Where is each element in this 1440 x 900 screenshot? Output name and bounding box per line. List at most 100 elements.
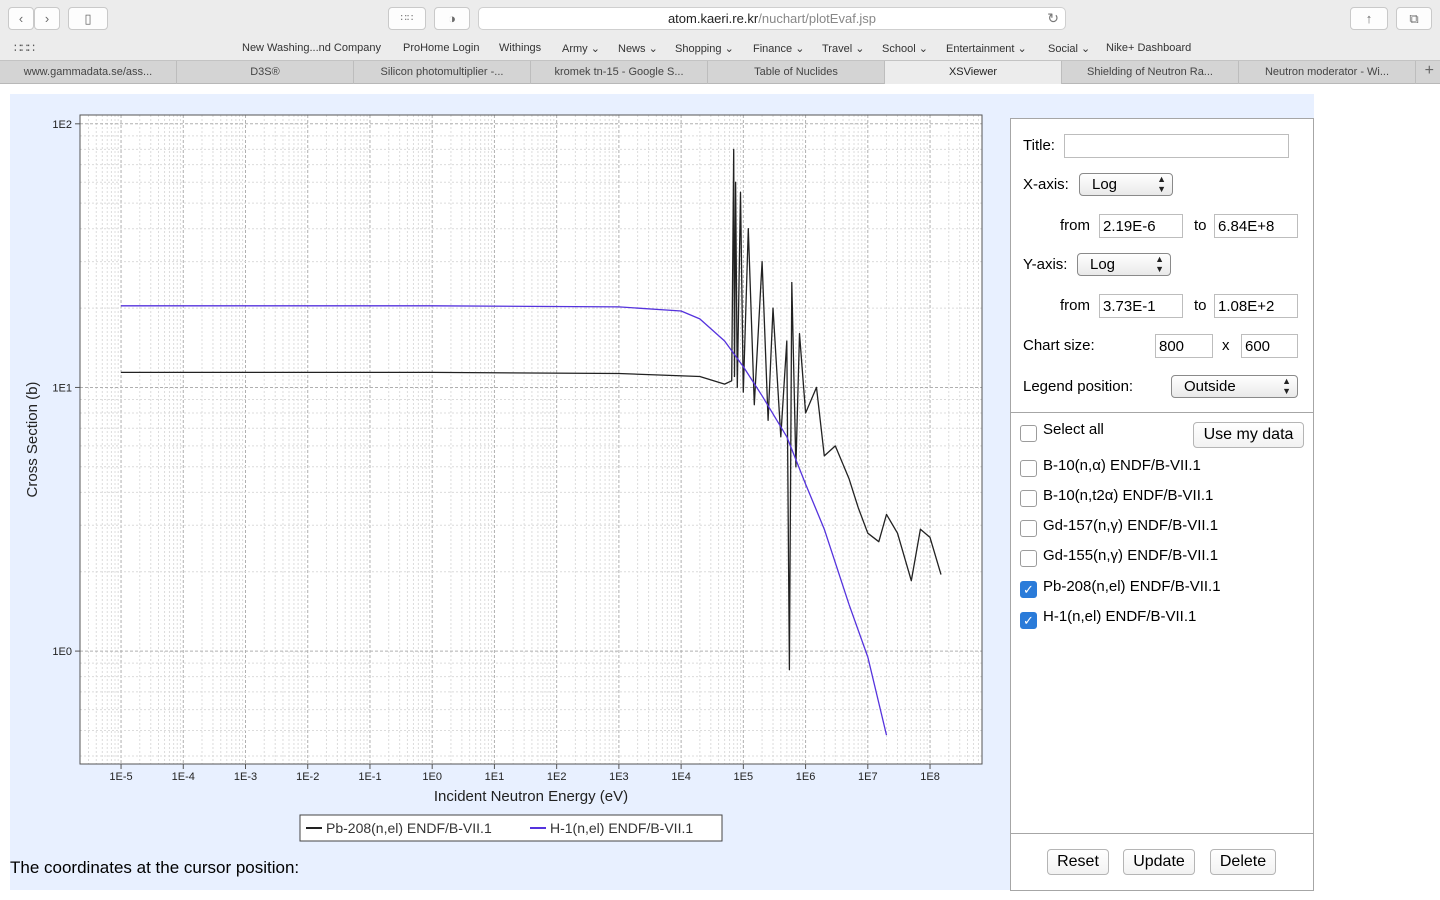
browser-toolbar: ‹ › ▯ ∷∷ ◑ atom.kaeri.re.kr/nuchart/plot… bbox=[0, 0, 1440, 38]
cursor-coordinates-label: The coordinates at the cursor position: bbox=[10, 858, 300, 877]
dataset-checkbox[interactable] bbox=[1020, 520, 1037, 537]
chevron-down-icon: ⌄ bbox=[724, 43, 734, 55]
cross-section-chart[interactable]: 1E-5 1E-4 1E-3 1E-2 1E-1 1E0 1E1 1E2 1E3 1E4 1E5 1E… bbox=[10, 94, 1010, 854]
title-label: Title: bbox=[1023, 137, 1055, 154]
use-my-data-button[interactable]: Use my data bbox=[1193, 422, 1304, 448]
x-from-input[interactable] bbox=[1099, 214, 1183, 238]
chevron-down-icon: ⌄ bbox=[1081, 43, 1091, 55]
browser-tab[interactable]: D3S® bbox=[177, 61, 354, 84]
x-tick-label: 1E2 bbox=[547, 771, 567, 783]
legend-box bbox=[299, 814, 723, 842]
chevron-down-icon: ⌄ bbox=[795, 43, 805, 55]
new-tab-icon[interactable]: + bbox=[1424, 62, 1434, 79]
dataset-label: B-10(n,α) ENDF/B-VII.1 bbox=[1043, 457, 1201, 474]
select-arrows-icon: ▲ ▼ bbox=[1155, 254, 1164, 274]
top-sites-icon[interactable]: ∷∷ bbox=[388, 7, 426, 30]
x-tick-label: 1E7 bbox=[858, 771, 878, 783]
fav-item[interactable]: Shopping ⌄ bbox=[675, 43, 734, 55]
tab-bar: www.gammadata.se/ass... D3S® Silicon pho… bbox=[0, 60, 1440, 84]
fav-item[interactable]: News ⌄ bbox=[618, 43, 658, 55]
chart-size-x-label: x bbox=[1222, 337, 1230, 354]
url-host: atom.kaeri.re.kr bbox=[667, 11, 759, 26]
title-input[interactable] bbox=[1064, 134, 1289, 158]
back-icon[interactable]: ‹ bbox=[8, 7, 34, 30]
x-tick-label: 1E-3 bbox=[234, 771, 257, 783]
y-tick-label: 1E1 bbox=[52, 382, 72, 394]
x-to-label: to bbox=[1194, 217, 1207, 234]
forward-icon[interactable]: › bbox=[34, 7, 60, 30]
fav-item[interactable]: Withings bbox=[499, 42, 542, 54]
fav-item[interactable]: ProHome Login bbox=[403, 42, 480, 54]
browser-tab[interactable]: www.gammadata.se/ass... bbox=[0, 61, 177, 84]
fav-item[interactable]: Travel ⌄ bbox=[822, 43, 865, 55]
y-to-label: to bbox=[1194, 297, 1207, 314]
browser-tab[interactable]: kromek tn-15 - Google S... bbox=[531, 61, 708, 84]
x-tick-label: 1E6 bbox=[796, 771, 816, 783]
chart-width-input[interactable] bbox=[1155, 334, 1213, 358]
yaxis-select[interactable]: Log ▲ ▼ bbox=[1077, 253, 1171, 276]
tabs-overview-icon[interactable]: ⧉ bbox=[1396, 7, 1432, 30]
fav-item[interactable]: Finance ⌄ bbox=[753, 43, 805, 55]
x-tick-label: 1E1 bbox=[485, 771, 505, 783]
x-tick-label: 1E5 bbox=[734, 771, 754, 783]
favorites-bar: ∷∷∷ New Washing...nd Company ProHome Log… bbox=[0, 38, 1440, 60]
browser-tab[interactable]: Table of Nuclides bbox=[708, 61, 885, 84]
options-panel: Title: X-axis: Log ▲▼ from to Y-axis: Lo… bbox=[1010, 118, 1314, 891]
x-tick-label: 1E-4 bbox=[172, 771, 195, 783]
y-tick-label: 1E2 bbox=[52, 119, 72, 131]
dataset-label: B-10(n,t2α) ENDF/B-VII.1 bbox=[1043, 487, 1214, 504]
select-all-checkbox[interactable] bbox=[1020, 425, 1037, 442]
dataset-label: Gd-157(n,γ) ENDF/B-VII.1 bbox=[1043, 517, 1219, 534]
dataset-label: H-1(n,el) ENDF/B-VII.1 bbox=[1043, 608, 1197, 625]
dataset-checkbox-checked[interactable]: ✓ bbox=[1020, 612, 1037, 629]
browser-tab[interactable]: Shielding of Neutron Ra... bbox=[1062, 61, 1239, 84]
chart-area: 1E-5 1E-4 1E-3 1E-2 1E-1 1E0 1E1 1E2 1E3 1E4 1E5 1E… bbox=[10, 94, 1010, 890]
fav-item[interactable]: Army ⌄ bbox=[562, 43, 600, 55]
sidebar-icon[interactable]: ▯ bbox=[68, 7, 108, 30]
reload-icon[interactable]: ↻ bbox=[1047, 10, 1059, 26]
legend-position-select[interactable]: Outside ▲ ▼ bbox=[1171, 375, 1298, 398]
legend-entry: H-1(n,el) ENDF/B-VII.1 bbox=[550, 820, 693, 836]
xaxis-select[interactable]: Log ▲ ▼ bbox=[1079, 173, 1173, 196]
share-icon[interactable]: ↑ bbox=[1350, 7, 1388, 30]
fav-item[interactable]: Nike+ Dashboard bbox=[1106, 42, 1192, 54]
y-to-input[interactable] bbox=[1214, 294, 1298, 318]
chevron-down-icon: ⌄ bbox=[918, 43, 928, 55]
fav-item[interactable]: New Washing...nd Company bbox=[242, 42, 381, 54]
browser-tab-active[interactable]: XSViewer bbox=[885, 61, 1062, 84]
chart-height-input[interactable] bbox=[1241, 334, 1298, 358]
dataset-checkbox[interactable] bbox=[1020, 490, 1037, 507]
select-arrows-icon: ▲ ▼ bbox=[1282, 376, 1291, 396]
yaxis-label: Y-axis: bbox=[1023, 256, 1068, 273]
y-from-input[interactable] bbox=[1099, 294, 1183, 318]
panel-divider bbox=[1011, 833, 1313, 834]
browser-tab[interactable]: Neutron moderator - Wi... bbox=[1239, 61, 1416, 84]
chevron-down-icon: ⌄ bbox=[648, 43, 658, 55]
dataset-checkbox[interactable] bbox=[1020, 550, 1037, 567]
fav-item[interactable]: School ⌄ bbox=[882, 43, 928, 55]
update-button[interactable]: Update bbox=[1123, 849, 1195, 875]
y-axis-label: Cross Section (b) bbox=[24, 382, 41, 498]
privacy-icon[interactable]: ◑ bbox=[434, 7, 470, 30]
fav-item[interactable]: Entertainment ⌄ bbox=[946, 43, 1027, 55]
browser-tab[interactable]: Silicon photomultiplier -... bbox=[354, 61, 531, 84]
select-all-label: Select all bbox=[1043, 421, 1104, 438]
plot-frame bbox=[79, 114, 983, 765]
grid-lines bbox=[80, 115, 982, 764]
legend-position-label: Legend position: bbox=[1023, 378, 1134, 395]
dataset-checkbox-checked[interactable]: ✓ bbox=[1020, 581, 1037, 598]
chart-legend: Pb-208(n,el) ENDF/B-VII.1 H-1(n,el) ENDF/… bbox=[299, 814, 723, 842]
series-line-1 bbox=[121, 305, 888, 736]
reset-button[interactable]: Reset bbox=[1047, 849, 1109, 875]
checkmark-icon: ✓ bbox=[1023, 613, 1034, 628]
grid-icon[interactable]: ∷∷∷ bbox=[14, 41, 35, 55]
delete-button[interactable]: Delete bbox=[1210, 849, 1276, 875]
fav-item[interactable]: Social ⌄ bbox=[1048, 43, 1091, 55]
dataset-label: Gd-155(n,γ) ENDF/B-VII.1 bbox=[1043, 547, 1219, 564]
x-tick-label: 1E0 bbox=[422, 771, 442, 783]
x-to-input[interactable] bbox=[1214, 214, 1298, 238]
dataset-checkbox[interactable] bbox=[1020, 460, 1037, 477]
chart-size-label: Chart size: bbox=[1023, 337, 1095, 354]
series-line-0 bbox=[121, 148, 942, 671]
address-bar[interactable]: atom.kaeri.re.kr/nuchart/plotEvaf.jsp ↻ bbox=[478, 7, 1066, 30]
